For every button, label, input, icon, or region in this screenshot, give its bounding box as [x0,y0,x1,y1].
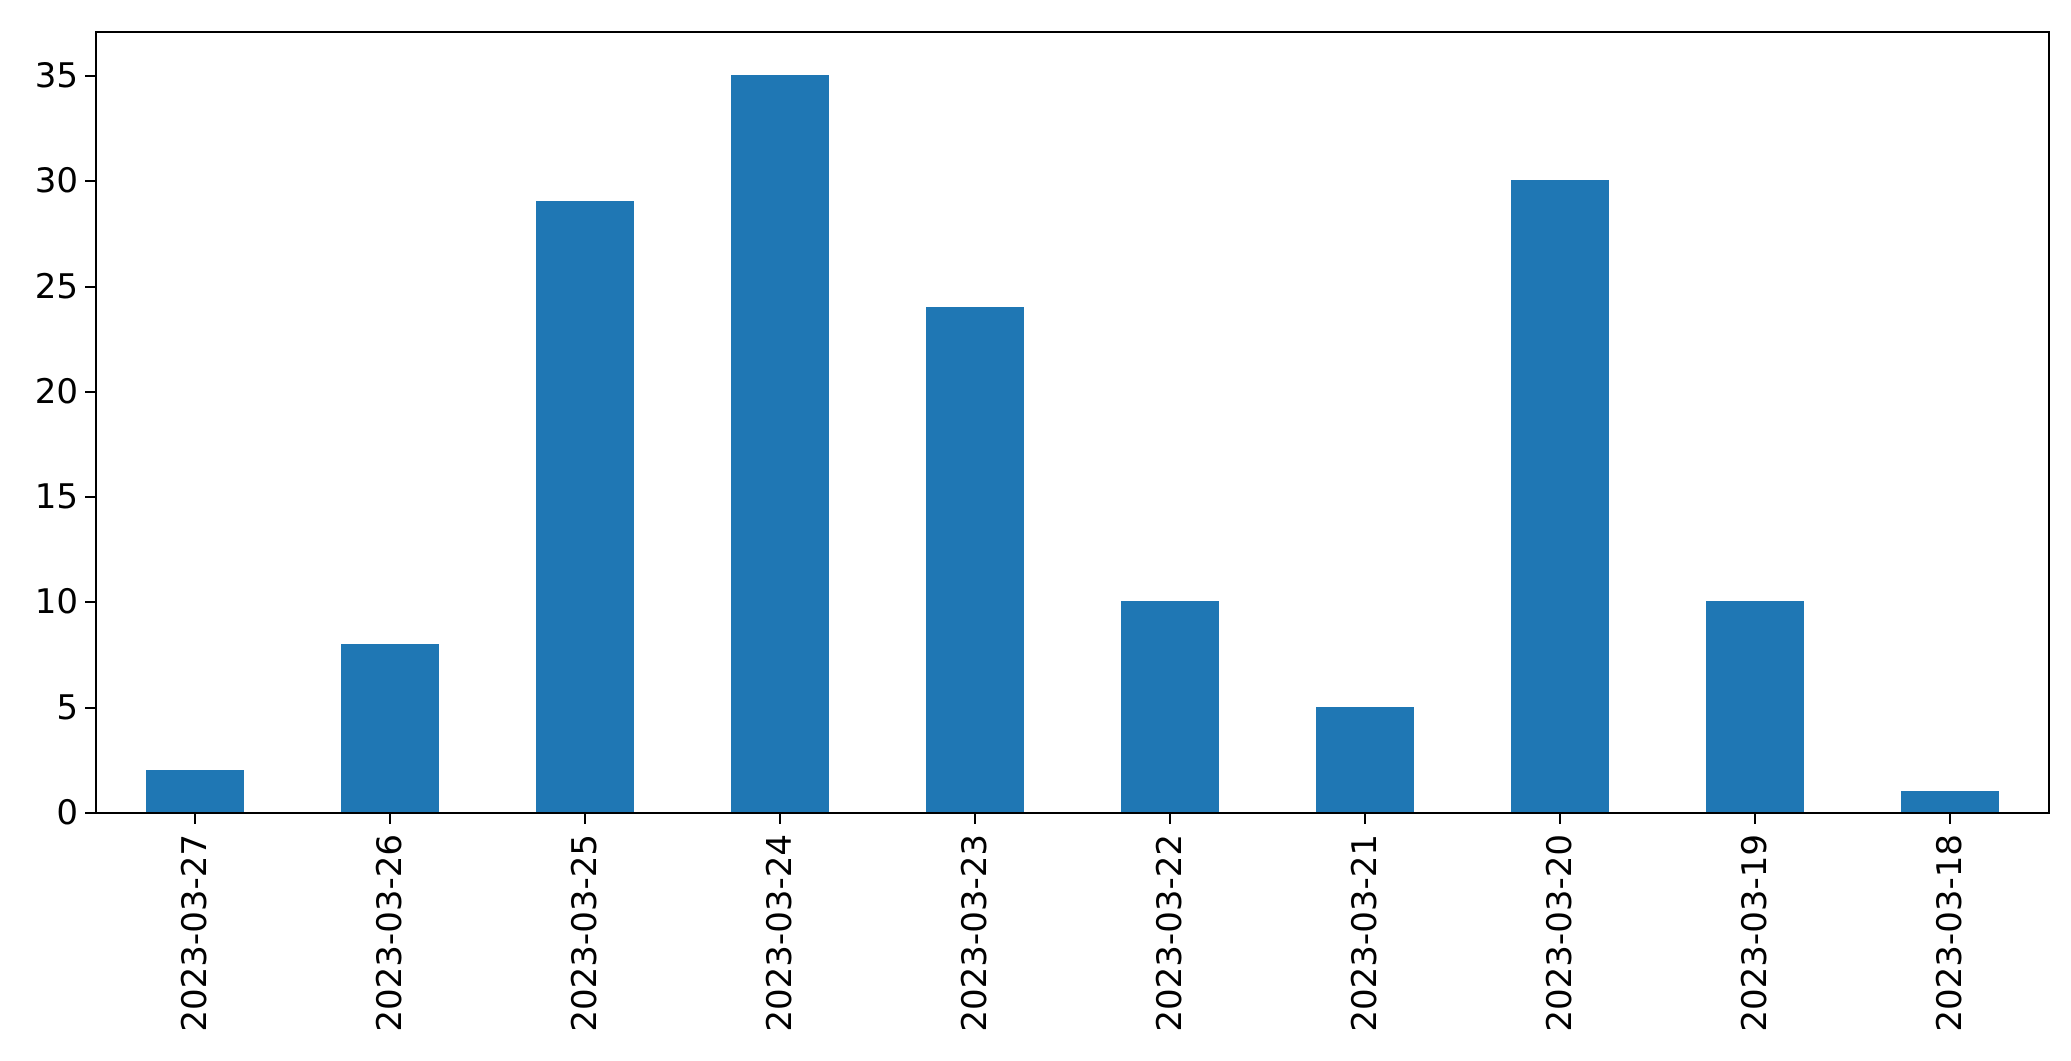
x-tick-label-box: 2023-03-26 [365,834,415,1032]
plot-area [95,31,2050,814]
bar-2023-03-19 [1706,601,1804,812]
x-tick-label-box: 2023-03-18 [1925,834,1975,1032]
y-tick-label: 25 [34,267,78,307]
y-tick-label: 15 [34,477,78,517]
x-tick-label: 2023-03-24 [760,834,800,1032]
bar-2023-03-27 [146,770,244,812]
y-tick-mark [85,496,95,498]
x-tick-label: 2023-03-26 [370,834,410,1032]
x-tick-label: 2023-03-21 [1345,834,1385,1032]
y-tick-mark [85,75,95,77]
x-tick-label-box: 2023-03-27 [170,834,220,1032]
bar-2023-03-20 [1511,180,1609,812]
x-tick-label-box: 2023-03-21 [1340,834,1390,1032]
y-tick-label: 30 [34,161,78,201]
x-tick-mark [194,814,196,824]
y-tick-label: 5 [56,688,78,728]
x-tick-label: 2023-03-22 [1150,834,1190,1032]
x-tick-mark [1364,814,1366,824]
y-tick-mark [85,812,95,814]
y-tick-mark [85,180,95,182]
x-tick-label-box: 2023-03-19 [1730,834,1780,1032]
x-tick-label-box: 2023-03-22 [1145,834,1195,1032]
bar-2023-03-22 [1121,601,1219,812]
x-tick-label-box: 2023-03-25 [560,834,610,1032]
y-tick-mark [85,391,95,393]
x-tick-label: 2023-03-20 [1540,834,1580,1032]
x-tick-mark [974,814,976,824]
bar-2023-03-21 [1316,707,1414,812]
x-tick-label-box: 2023-03-23 [950,834,1000,1032]
x-tick-label-box: 2023-03-20 [1535,834,1585,1032]
x-tick-label-box: 2023-03-24 [755,834,805,1032]
bar-2023-03-24 [731,75,829,812]
x-tick-mark [1559,814,1561,824]
x-tick-label: 2023-03-19 [1735,834,1775,1032]
x-tick-label: 2023-03-18 [1930,834,1970,1032]
bar-2023-03-23 [926,307,1024,812]
x-tick-mark [584,814,586,824]
x-tick-mark [779,814,781,824]
y-tick-label: 10 [34,582,78,622]
bar-2023-03-25 [536,201,634,812]
y-tick-label: 0 [56,793,78,833]
y-tick-mark [85,601,95,603]
x-tick-label: 2023-03-25 [565,834,605,1032]
x-tick-mark [389,814,391,824]
x-tick-mark [1949,814,1951,824]
x-tick-mark [1754,814,1756,824]
y-tick-label: 35 [34,56,78,96]
bar-2023-03-18 [1901,791,1999,812]
bar-2023-03-26 [341,644,439,812]
x-tick-mark [1169,814,1171,824]
y-tick-mark [85,707,95,709]
x-tick-label: 2023-03-23 [955,834,995,1032]
y-tick-mark [85,286,95,288]
x-tick-label: 2023-03-27 [175,834,215,1032]
y-tick-label: 20 [34,372,78,412]
